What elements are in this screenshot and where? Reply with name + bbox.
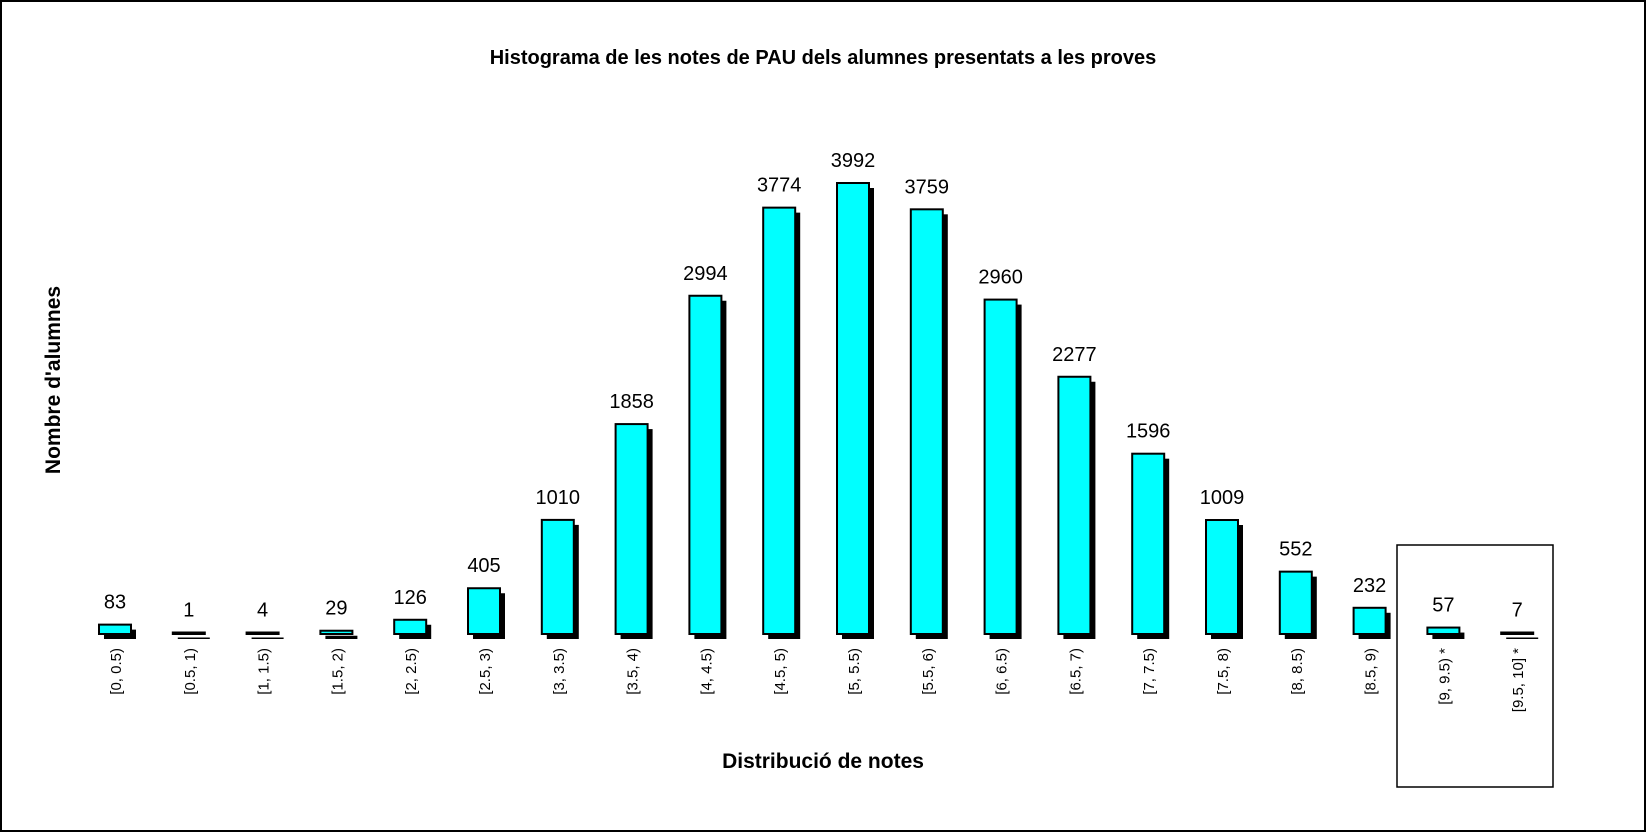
y-axis-label: Nombre d'alumnes [42, 286, 65, 474]
x-tick-label: [9.5, 10] * [1510, 648, 1527, 712]
data-label: 552 [1279, 539, 1312, 561]
x-tick-label: [3, 3.5) [551, 648, 568, 695]
x-tick-label: [1, 1.5) [256, 648, 273, 695]
bar-shadow [251, 637, 284, 639]
x-tick-label: [3.5, 4) [625, 648, 642, 695]
x-tick-label: [2.5, 3) [477, 648, 494, 695]
chart-title: Histograma de les notes de PAU dels alum… [490, 47, 1157, 69]
bar [614, 423, 649, 635]
data-label: 3992 [831, 150, 876, 172]
data-label: 2277 [1052, 344, 1097, 366]
bar [245, 631, 280, 635]
x-tick-label: [7.5, 8) [1215, 648, 1232, 695]
data-label: 29 [325, 598, 347, 620]
x-tick-label: [5, 5.5) [846, 648, 863, 695]
x-tick-label: [5.5, 6) [920, 648, 937, 695]
bar [171, 631, 206, 635]
data-label: 1858 [609, 391, 654, 413]
bar-shadow [1432, 632, 1465, 639]
x-tick-label: [0, 0.5) [108, 648, 125, 695]
bar [319, 629, 354, 635]
bar [762, 206, 797, 635]
data-label: 57 [1432, 595, 1454, 617]
highlight-box [1396, 544, 1554, 788]
data-label: 3759 [905, 176, 950, 198]
x-tick-label: [8.5, 9) [1363, 648, 1380, 695]
bar-shadow [177, 637, 210, 639]
data-label: 2994 [683, 263, 728, 285]
bar [1500, 631, 1535, 635]
bar [1057, 375, 1092, 635]
x-tick-label: [7, 7.5) [1141, 648, 1158, 695]
bar [688, 294, 723, 635]
data-label: 2960 [978, 267, 1023, 289]
x-tick-label: [4, 4.5) [698, 648, 715, 695]
data-label: 1 [183, 600, 194, 622]
data-label: 1009 [1200, 487, 1245, 509]
bar [1426, 626, 1461, 635]
bar [540, 518, 575, 635]
bar [983, 298, 1018, 635]
x-tick-label: [4.5, 5) [772, 648, 789, 695]
x-tick-label: [9, 9.5) * [1436, 648, 1453, 705]
x-axis-label: Distribució de notes [722, 750, 924, 773]
bar [1352, 606, 1387, 635]
data-label: 7 [1512, 600, 1523, 622]
data-label: 232 [1353, 575, 1386, 597]
bar [1205, 519, 1239, 635]
data-label: 1010 [536, 487, 581, 509]
x-tick-label: [6, 6.5) [994, 648, 1011, 695]
bar [909, 208, 944, 635]
x-tick-label: [0.5, 1) [182, 648, 199, 695]
bar [1278, 570, 1313, 635]
x-tick-label: [1.5, 2) [329, 648, 346, 695]
data-label: 1596 [1126, 421, 1171, 443]
x-tick-label: [2, 2.5) [403, 648, 420, 695]
bar [467, 587, 501, 636]
data-label: 3774 [757, 175, 802, 197]
bar [98, 623, 132, 635]
bar [836, 182, 870, 635]
bar [393, 618, 428, 635]
data-label: 4 [257, 600, 268, 622]
data-label: 126 [394, 587, 427, 609]
bar-shadow [325, 635, 358, 639]
data-label: 83 [104, 592, 126, 614]
bar [1131, 452, 1166, 635]
x-tick-label: [8, 8.5) [1289, 648, 1306, 695]
bar-shadow [1506, 637, 1539, 639]
data-label: 405 [467, 555, 500, 577]
x-tick-label: [6.5, 7) [1067, 648, 1084, 695]
